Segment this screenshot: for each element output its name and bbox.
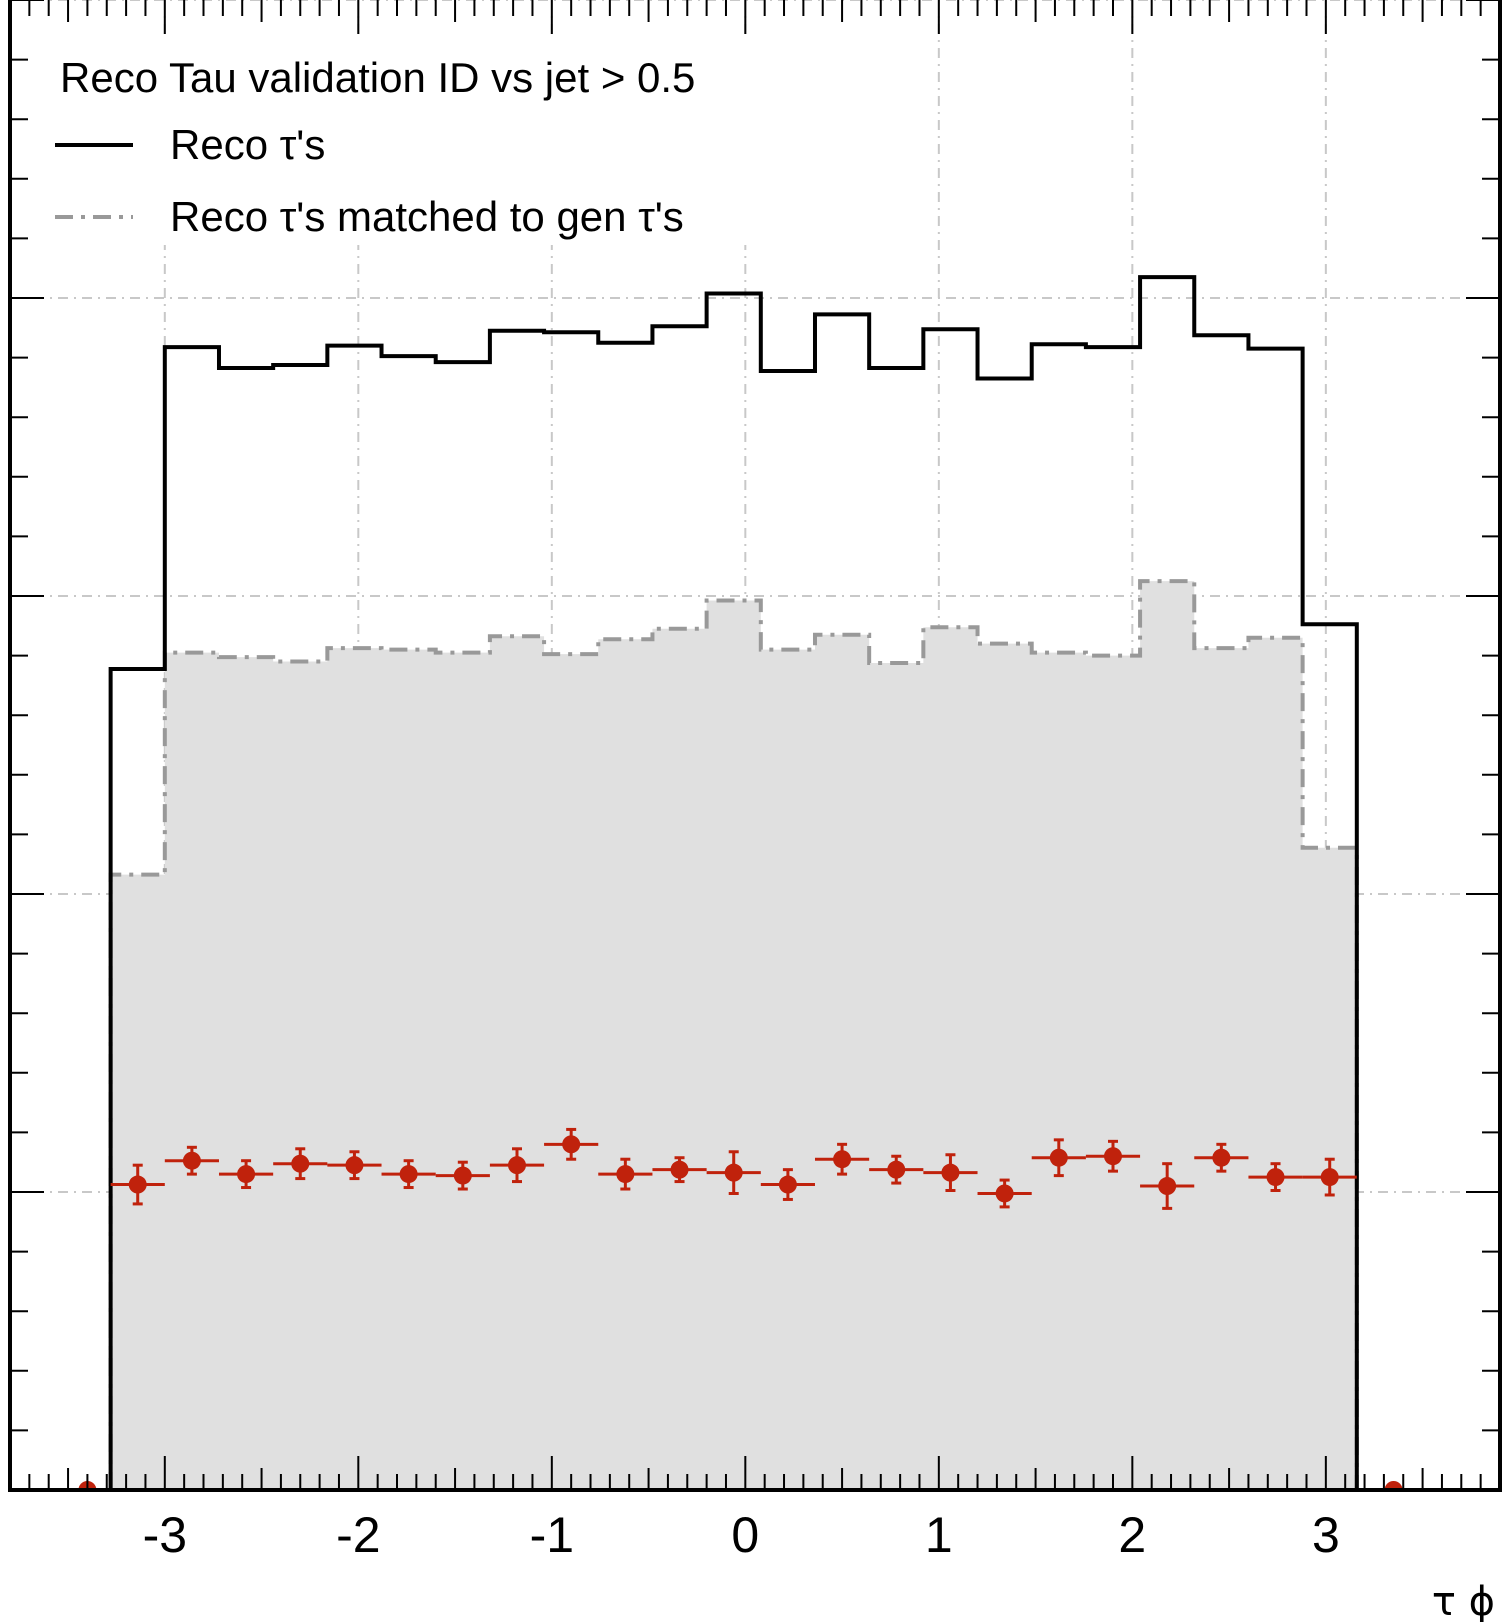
x-axis-title: τ ϕ [1432, 1579, 1495, 1622]
x-tick-label: -3 [143, 1507, 187, 1563]
plot-frame [8, 0, 1502, 1492]
efficiency-point [345, 1156, 364, 1175]
legend-entry-reco: Reco τ's [170, 121, 325, 168]
efficiency-point [833, 1150, 852, 1169]
efficiency-point [1158, 1177, 1177, 1196]
efficiency-point [237, 1165, 256, 1184]
legend-header: Reco Tau validation ID vs jet > 0.5 [60, 54, 695, 101]
x-tick-label: 0 [731, 1507, 759, 1563]
efficiency-point [1266, 1168, 1285, 1187]
efficiency-point [128, 1175, 147, 1194]
efficiency-point [670, 1160, 689, 1179]
efficiency-point [1212, 1148, 1231, 1167]
legend: Reco Tau validation ID vs jet > 0.5 Reco… [40, 35, 800, 245]
efficiency-points [78, 1127, 1403, 1490]
histogram-series [108, 275, 1359, 1490]
x-tick-labels: -3 -2 -1 0 1 2 3 [143, 1507, 1340, 1563]
efficiency-point [887, 1160, 906, 1179]
efficiency-point [616, 1165, 635, 1184]
efficiency-point [941, 1163, 960, 1182]
reco-histogram-line [108, 275, 1359, 1490]
x-tick-label: 2 [1118, 1507, 1146, 1563]
x-tick-label: 1 [925, 1507, 953, 1563]
x-tick-label: -1 [530, 1507, 574, 1563]
efficiency-point [1320, 1168, 1339, 1187]
efficiency-point [778, 1175, 797, 1194]
efficiency-point [399, 1165, 418, 1184]
efficiency-point [507, 1156, 526, 1175]
efficiency-point [182, 1151, 201, 1170]
legend-entry-matched: Reco τ's matched to gen τ's [170, 193, 684, 240]
efficiency-point-outside [1384, 1481, 1403, 1490]
efficiency-point [1103, 1147, 1122, 1166]
efficiency-point [562, 1135, 581, 1154]
efficiency-point [1049, 1148, 1068, 1167]
efficiency-point [995, 1184, 1014, 1203]
x-tick-label: 3 [1312, 1507, 1340, 1563]
x-tick-label: -2 [336, 1507, 380, 1563]
efficiency-point [291, 1154, 310, 1173]
matched-histogram-line [108, 579, 1359, 1490]
matched-histogram-fill [110, 581, 1357, 1490]
legend-background [40, 35, 800, 245]
efficiency-point [453, 1166, 472, 1185]
efficiency-point [724, 1163, 743, 1182]
